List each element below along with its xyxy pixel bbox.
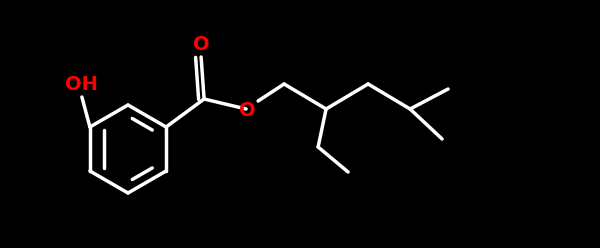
Text: O: O	[193, 35, 209, 54]
Text: O: O	[239, 100, 256, 120]
Text: OH: OH	[65, 75, 98, 94]
